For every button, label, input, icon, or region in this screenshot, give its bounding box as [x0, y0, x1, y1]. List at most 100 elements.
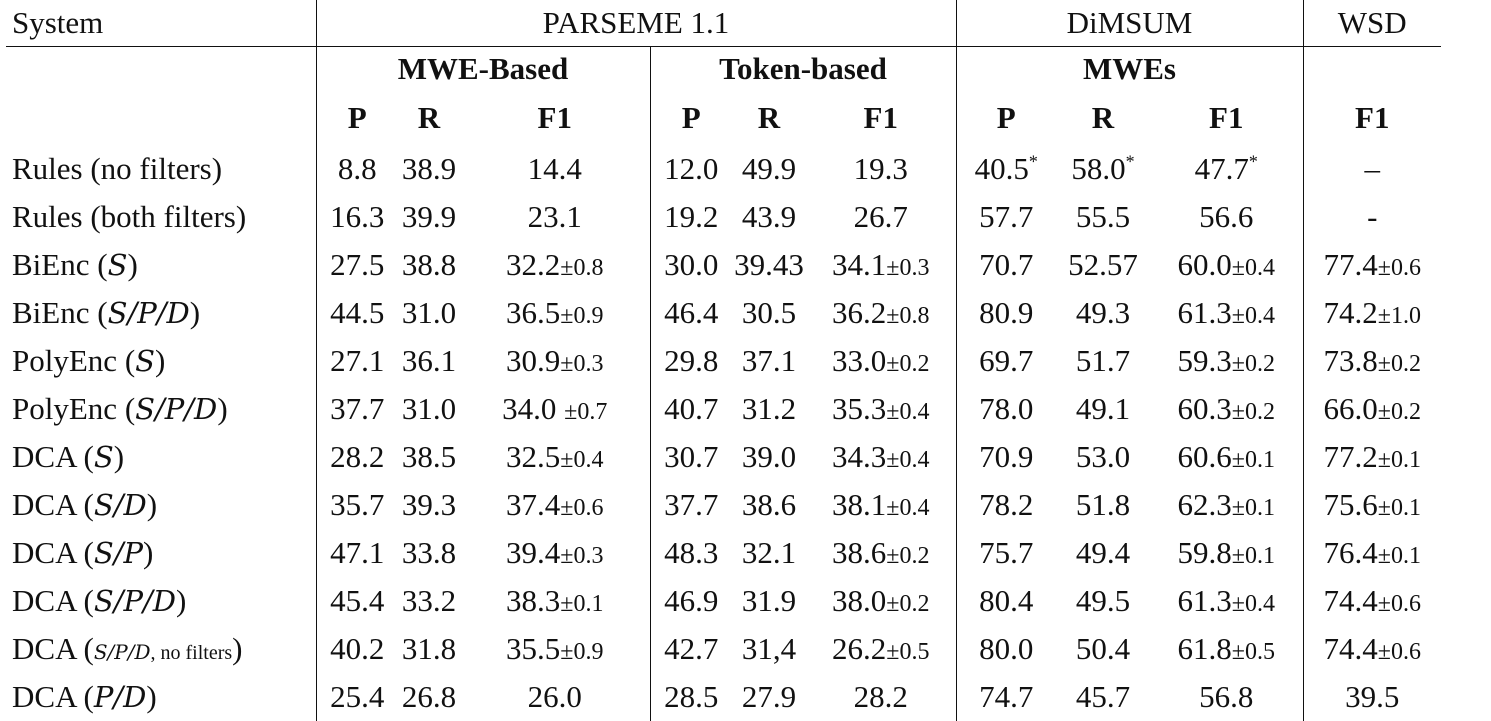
value-cell: 56.8 [1150, 673, 1303, 721]
cell-value: 30.9 [506, 343, 561, 378]
value-cell: 47.7* [1150, 145, 1303, 193]
table-row: Rules (no filters) 8.8 38.9 14.4 12.0 49.9 19.… [6, 145, 1441, 193]
cell-value: 31.0 [401, 391, 457, 426]
value-cell: 47.1 [315, 529, 398, 577]
cell-value: 23.1 [527, 199, 582, 234]
metric-header-f1: F1 [537, 100, 572, 135]
cell-value: 44.5 [330, 295, 385, 330]
system-name: BiEnc [12, 247, 90, 282]
value-cell: 34.3±0.4 [806, 433, 956, 481]
value-cell: 35.3±0.4 [806, 385, 956, 433]
cell-value: 26.7 [853, 199, 908, 234]
metric-header-f1: F1 [863, 100, 898, 135]
system-name-cell: Rules (both filters) [6, 193, 316, 241]
cell-value: 49.5 [1075, 583, 1131, 618]
cell-value: 28.2 [330, 439, 385, 474]
value-cell: 60.0±0.4 [1150, 241, 1303, 289]
results-table: System PARSEME 1.1 DiMSUM WSD MWE-Based … [6, 0, 1441, 721]
table-row: BiEnc (S) 27.5 38.8 32.2±0.8 30.0 39.43 34.1±0… [6, 241, 1441, 289]
system-name: BiEnc [12, 295, 90, 330]
cell-value: 78.2 [979, 487, 1034, 522]
cell-value: 32.5 [506, 439, 561, 474]
cell-value: 58.0 [1071, 151, 1126, 186]
system-name: DCA [12, 679, 76, 714]
cell-value: 26.2 [832, 631, 887, 666]
table-row: Rules (both filters) 16.3 39.9 23.1 19.2 43.9… [6, 193, 1441, 241]
system-variant: S/P/D [135, 392, 218, 426]
asterisk-mark: * [1125, 151, 1135, 172]
cell-value: 50.4 [1075, 631, 1131, 666]
value-cell: 62.3±0.1 [1150, 481, 1303, 529]
cell-value: 61.8 [1177, 631, 1232, 666]
value-cell: 33.2 [398, 577, 460, 625]
value-cell: 33.8 [398, 529, 460, 577]
system-variant: P/D [93, 680, 147, 714]
cell-value: 47.7 [1194, 151, 1249, 186]
cell-value: 39.0 [741, 439, 797, 474]
table-row: DCA (S/P) 47.1 33.8 39.4±0.3 48.3 32.1 38.6±0.… [6, 529, 1441, 577]
value-cell: 57.7 [955, 193, 1056, 241]
cell-value: 12.0 [664, 151, 719, 186]
value-cell: 74.7 [955, 673, 1056, 721]
cell-value: 39.9 [401, 199, 457, 234]
std-deviation: ±1.0 [1377, 303, 1421, 329]
value-cell: 23.1 [460, 193, 650, 241]
cell-value: 39.3 [401, 487, 457, 522]
value-cell: 73.8±0.2 [1302, 337, 1441, 385]
cell-value: 35.7 [330, 487, 385, 522]
value-cell: 33.0±0.2 [806, 337, 956, 385]
cell-value: 45.7 [1075, 679, 1131, 714]
cell-value: 31.8 [401, 631, 457, 666]
std-deviation: ±0.8 [886, 303, 930, 329]
value-cell: 55.5 [1056, 193, 1150, 241]
std-deviation: ±0.2 [886, 591, 930, 617]
subgroup-header-mwe-based: MWE-Based [315, 46, 650, 91]
cell-value: 36.5 [506, 295, 561, 330]
value-cell: 8.8 [315, 145, 398, 193]
cell-value: 74.4 [1323, 631, 1378, 666]
cell-value: 61.3 [1177, 295, 1232, 330]
cell-value: 45.4 [330, 583, 385, 618]
cell-value: 43.9 [741, 199, 797, 234]
metric-header-p: P [315, 91, 398, 145]
value-cell: 14.4 [460, 145, 650, 193]
system-name-cell: DCA (S/D) [12, 487, 158, 522]
header-empty-cell [6, 91, 316, 145]
value-cell: 39.5 [1302, 673, 1441, 721]
std-deviation: ±0.2 [1231, 399, 1275, 425]
cell-value: 53.0 [1075, 439, 1131, 474]
value-cell: 31.0 [398, 289, 460, 337]
std-deviation: ±0.1 [560, 591, 604, 617]
value-cell: 27.5 [315, 241, 398, 289]
metric-header-p: P [649, 91, 732, 145]
metric-header-r: R [1091, 100, 1115, 135]
cell-value: 39.4 [506, 535, 561, 570]
value-cell: 26.2±0.5 [806, 625, 956, 673]
cell-value: 37.7 [664, 487, 719, 522]
cell-value: 38.9 [401, 151, 457, 186]
cell-value: 57.7 [979, 199, 1034, 234]
cell-value: 39.43 [734, 247, 804, 282]
cell-value: 29.8 [664, 343, 719, 378]
cell-value: 30.0 [664, 247, 719, 282]
metric-header-f1: F1 [1302, 91, 1441, 145]
results-body: Rules (no filters) 8.8 38.9 14.4 12.0 49.9 19.… [6, 145, 1441, 721]
value-cell: 46.4 [649, 289, 732, 337]
value-cell: 19.3 [806, 145, 956, 193]
std-deviation: ±0.2 [886, 351, 930, 377]
system-name-cell: DCA (P/D) [12, 679, 157, 714]
table-row: PolyEnc (S/P/D) 37.7 31.0 34.0 ±0.7 40.7 31.2… [6, 385, 1441, 433]
cell-value: 38.3 [506, 583, 561, 618]
value-cell: 28.2 [806, 673, 956, 721]
system-variant: S/P/D [107, 296, 190, 330]
value-cell: 80.9 [955, 289, 1056, 337]
std-deviation: ±0.6 [1377, 255, 1421, 281]
value-cell: 58.0* [1056, 145, 1150, 193]
table-row: DCA (S/P/D, no filters) 40.2 31.8 35.5±0.9 4… [6, 625, 1441, 673]
cell-value: 70.7 [979, 247, 1034, 282]
value-cell: 36.2±0.8 [806, 289, 956, 337]
cell-value: 27.1 [330, 343, 385, 378]
std-deviation: ±0.3 [560, 543, 604, 569]
value-cell: 74.2±1.0 [1302, 289, 1441, 337]
cell-value: 51.7 [1075, 343, 1131, 378]
